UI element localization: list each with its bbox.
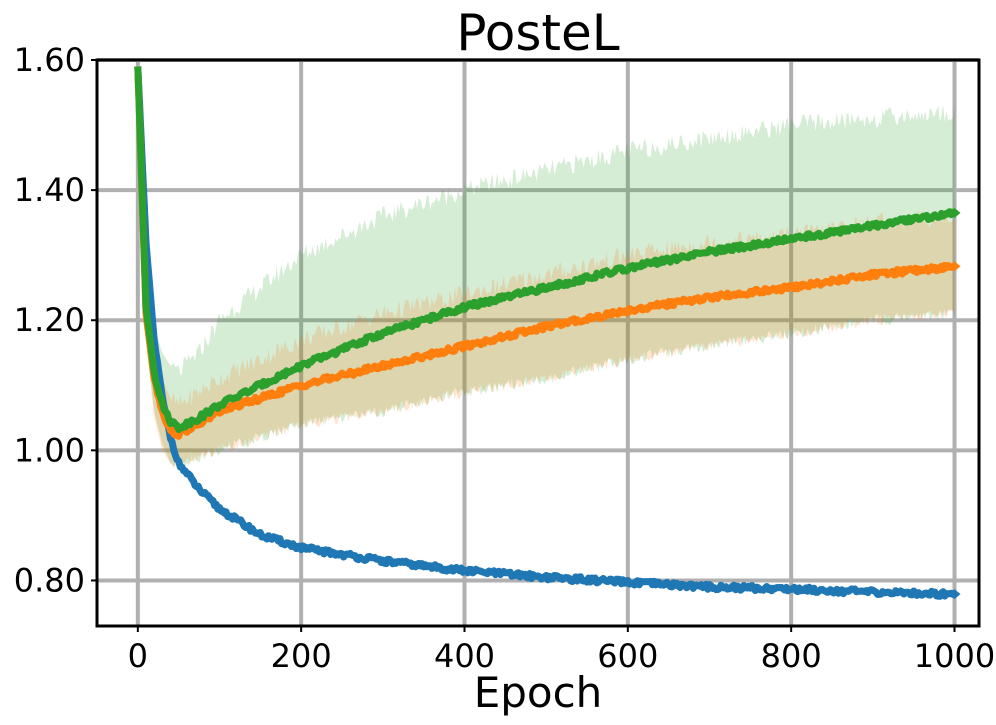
x-axis-label: Epoch [474, 668, 603, 717]
y-tick-labels: 0.80 1.00 1.20 1.40 1.60 [14, 41, 97, 599]
y-tick-label: 1.20 [14, 301, 85, 339]
series-lines [134, 66, 961, 600]
x-tick-label: 200 [271, 637, 332, 675]
x-tick-label: 1000 [914, 637, 995, 675]
x-tick-label: 0 [128, 637, 148, 675]
series-line [134, 66, 957, 434]
series-end-marker [948, 207, 961, 218]
x-tick-label: 600 [597, 637, 658, 675]
chart-title: PosteL [456, 4, 619, 62]
x-tick-labels: 0 200 400 600 800 1000 [128, 626, 995, 675]
series-line [134, 66, 958, 440]
plot-frame [95, 58, 981, 628]
series-end-marker [948, 261, 961, 272]
x-tick-label: 800 [761, 637, 822, 675]
y-tick-label: 1.40 [14, 171, 85, 209]
y-tick-label: 0.80 [14, 561, 85, 599]
x-tick-label: 400 [434, 637, 495, 675]
series-line [134, 66, 957, 600]
confidence-bands [137, 66, 955, 469]
confidence-band [137, 66, 955, 469]
series-end-marker [948, 589, 961, 600]
y-tick-label: 1.00 [14, 431, 85, 469]
confidence-band [137, 66, 955, 468]
y-tick-label: 1.60 [14, 41, 85, 79]
